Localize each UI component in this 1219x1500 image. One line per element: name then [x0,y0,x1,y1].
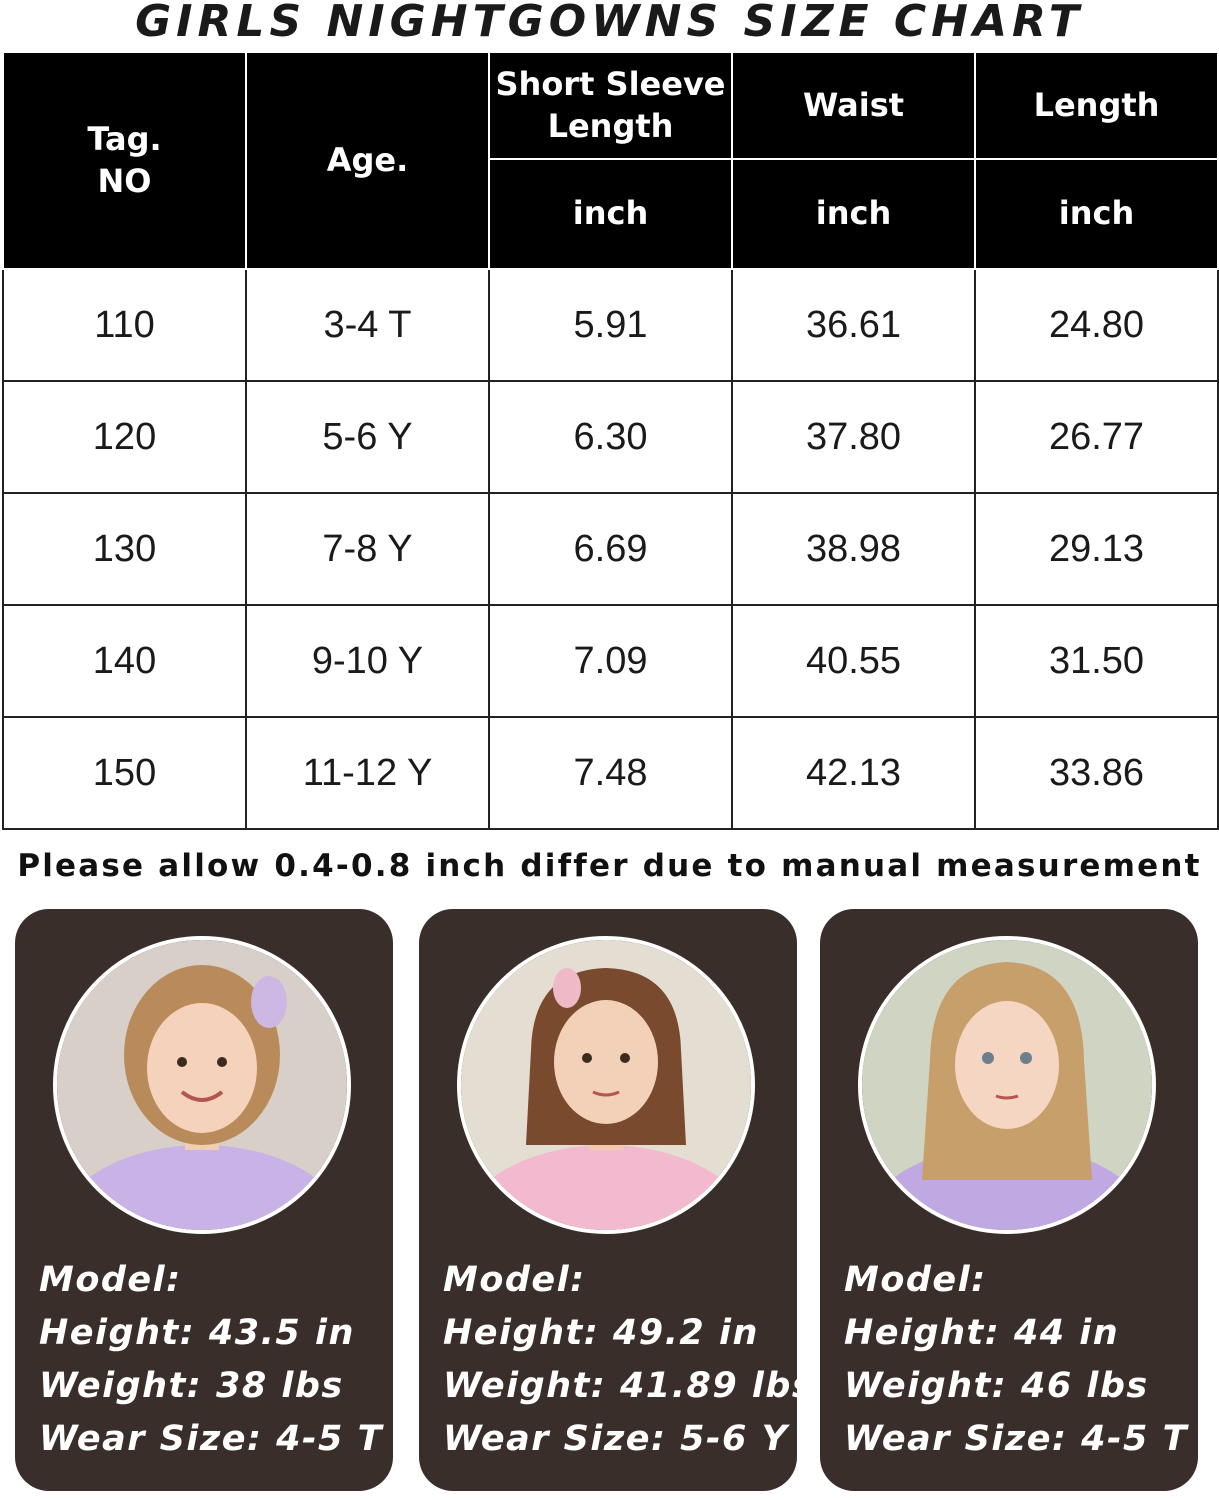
model-weight: Weight: 41.89 lbs [443,1366,815,1406]
model-photo [53,936,351,1234]
cell-sleeve: 6.69 [488,492,733,606]
cell-waist: 38.98 [731,492,976,606]
cell-sleeve: 5.91 [488,268,733,382]
model-card-1: Model: Height: 43.5 in Weight: 38 lbs We… [15,909,393,1491]
header-waist: Waist [731,51,976,160]
model-weight: Weight: 38 lbs [39,1366,344,1406]
header-tag-no: Tag. NO [2,51,247,270]
model-wear-size: Wear Size: 5-6 Y [443,1419,789,1459]
cell-sleeve: 7.48 [488,716,733,830]
cell-age: 7-8 Y [245,492,490,606]
model-height: Height: 49.2 in [443,1313,759,1353]
model-photo [858,936,1156,1234]
cell-age: 5-6 Y [245,380,490,494]
cell-tag: 110 [2,268,247,382]
model-label: Model: [844,1260,987,1300]
cell-length: 33.86 [974,716,1219,830]
cell-waist: 42.13 [731,716,976,830]
table-row: 130 7-8 Y 6.69 38.98 29.13 [2,492,1219,606]
cell-age: 9-10 Y [245,604,490,718]
cell-tag: 120 [2,380,247,494]
cell-age: 3-4 T [245,268,490,382]
model-weight: Weight: 46 lbs [844,1366,1149,1406]
model-height: Height: 43.5 in [39,1313,355,1353]
cell-tag: 140 [2,604,247,718]
model-card-2: Model: Height: 49.2 in Weight: 41.89 lbs… [419,909,813,1491]
model-label: Model: [39,1260,182,1300]
header-unit-sleeve: inch [488,158,733,270]
header-unit-waist: inch [731,158,976,270]
cell-length: 26.77 [974,380,1219,494]
model-wear-size: Wear Size: 4-5 T [844,1419,1188,1459]
cell-tag: 130 [2,492,247,606]
table-row: 140 9-10 Y 7.09 40.55 31.50 [2,604,1219,718]
cell-length: 29.13 [974,492,1219,606]
girl-portrait-icon [862,940,1152,1230]
model-wear-size: Wear Size: 4-5 T [39,1419,383,1459]
cell-length: 24.80 [974,268,1219,382]
model-card-3: Model: Height: 44 in Weight: 46 lbs Wear… [820,909,1198,1491]
cell-waist: 40.55 [731,604,976,718]
header-length: Length [974,51,1219,160]
cell-waist: 36.61 [731,268,976,382]
size-table: Tag. NO Age. Short Sleeve Length Waist Len… [2,51,1219,830]
model-photo [457,936,755,1234]
table-row: 150 11-12 Y 7.48 42.13 33.86 [2,716,1219,830]
model-label: Model: [443,1260,586,1300]
header-unit-length: inch [974,158,1219,270]
model-height: Height: 44 in [844,1313,1120,1353]
cell-sleeve: 7.09 [488,604,733,718]
measurement-note: Please allow 0.4-0.8 inch differ due to … [17,848,1202,884]
table-row: 110 3-4 T 5.91 36.61 24.80 [2,268,1219,382]
girl-portrait-icon [461,940,751,1230]
cell-length: 31.50 [974,604,1219,718]
cell-age: 11-12 Y [245,716,490,830]
cell-waist: 37.80 [731,380,976,494]
chart-title: GIRLS NIGHTGOWNS SIZE CHART [135,0,1084,47]
header-sleeve-length: Short Sleeve Length [488,51,733,160]
table-row: 120 5-6 Y 6.30 37.80 26.77 [2,380,1219,494]
cell-tag: 150 [2,716,247,830]
cell-sleeve: 6.30 [488,380,733,494]
girl-portrait-icon [57,940,347,1230]
header-age: Age. [245,51,490,270]
